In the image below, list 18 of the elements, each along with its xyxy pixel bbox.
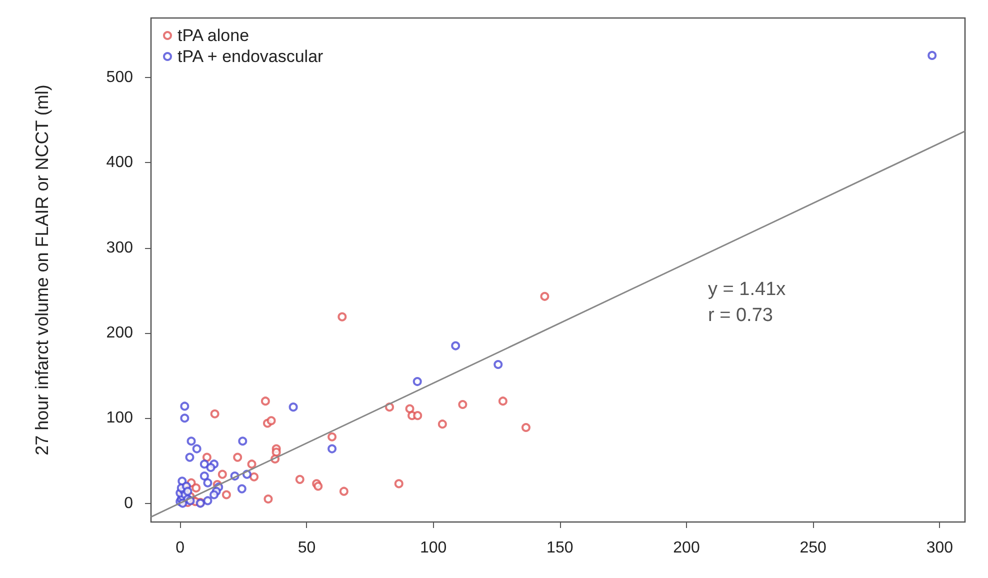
y-tick-label: 400	[106, 154, 134, 172]
y-tick-label: 200	[106, 324, 134, 342]
legend-label: tPA alone	[178, 26, 250, 45]
x-tick-label: 300	[926, 540, 954, 556]
annotation: r = 0.73	[708, 305, 773, 326]
y-axis-title: 27 hour infarct volume on FLAIR or NCCT (ml)	[32, 84, 52, 456]
x-tick-label: 250	[800, 540, 827, 556]
y-tick-label: 300	[106, 239, 134, 256]
y-tick-label: 100	[106, 410, 134, 427]
x-tick-label: 200	[673, 540, 700, 556]
y-tick-label: 0	[124, 494, 134, 512]
x-tick-label: 150	[546, 540, 574, 556]
x-tick-label: 50	[298, 540, 316, 556]
x-tick-label: 100	[420, 540, 447, 556]
annotation: y = 1.41x	[708, 279, 786, 300]
legend-label: tPA + endovascular	[178, 47, 324, 66]
y-tick-label: 500	[106, 69, 134, 86]
x-tick-label: 0	[176, 540, 185, 556]
